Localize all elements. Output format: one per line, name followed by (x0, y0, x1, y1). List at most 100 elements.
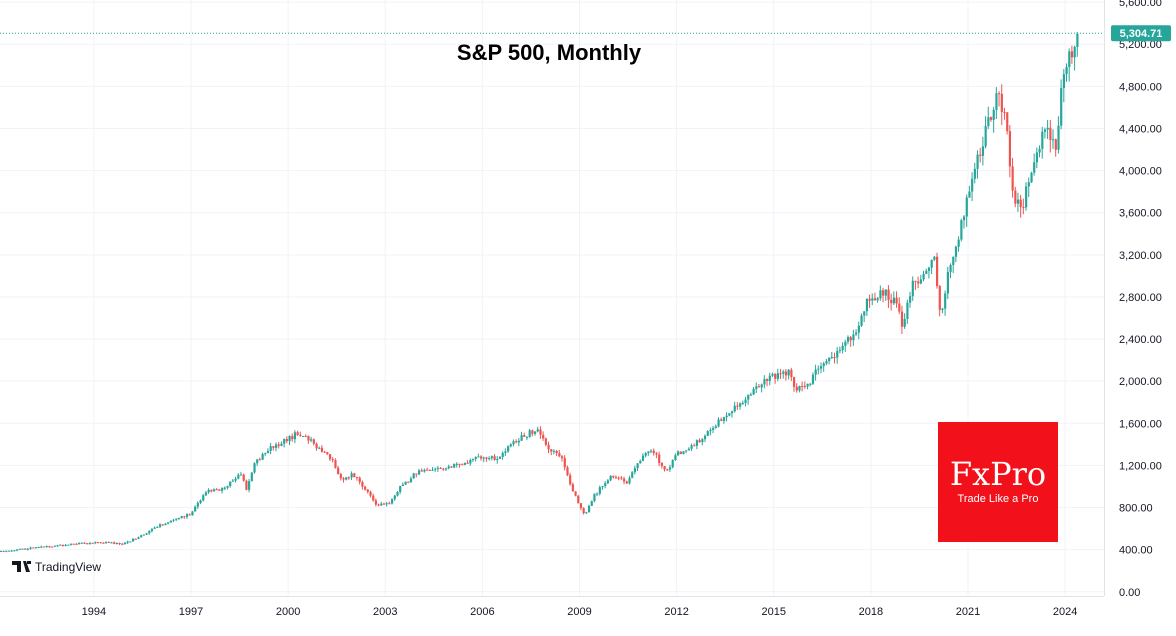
candle (455, 462, 458, 468)
candle-body (539, 429, 542, 435)
candle-body (525, 436, 529, 438)
candle (884, 289, 887, 301)
candle-body (480, 456, 483, 459)
candle-body (825, 361, 828, 364)
candle-body (1008, 131, 1012, 167)
candle-body (1052, 139, 1055, 141)
candle-body (498, 456, 502, 459)
candle (88, 542, 92, 545)
candle (1041, 126, 1044, 159)
candle-body (75, 543, 78, 545)
candle (903, 313, 906, 329)
candle (264, 452, 267, 457)
candle (148, 530, 151, 535)
candle-body (242, 474, 245, 481)
candle-body (91, 542, 94, 544)
fxpro-logo-text: FxPro (950, 455, 1046, 493)
candle-body (865, 298, 869, 312)
candle (507, 445, 510, 453)
candle (774, 372, 777, 384)
candle-body (169, 520, 172, 523)
candle-body (1035, 152, 1039, 163)
brand-watermark: FxPro Trade Like a Pro (938, 422, 1058, 542)
candle (944, 290, 947, 316)
candle-body (1076, 33, 1079, 47)
candle (428, 469, 431, 471)
candle-body (844, 341, 847, 346)
y-tick-label: 2,400.00 (1119, 334, 1162, 346)
candle-body (574, 491, 577, 496)
candle-body (709, 429, 712, 432)
candle (509, 443, 512, 448)
candle-body (819, 366, 823, 369)
candle (299, 431, 302, 437)
candle-body (935, 256, 939, 287)
candle-body (407, 481, 410, 483)
candle (110, 541, 113, 544)
candle (393, 494, 396, 501)
candle (75, 542, 78, 545)
candle (34, 547, 38, 549)
candle (971, 172, 974, 202)
candle (0, 550, 3, 552)
candle-body (94, 542, 97, 544)
candle-body (585, 512, 588, 514)
candle (83, 542, 86, 545)
candle-body (703, 435, 707, 440)
candle (67, 544, 70, 546)
candle (250, 472, 253, 482)
candle-body (1049, 127, 1052, 141)
candle-body (148, 531, 151, 534)
candle (237, 473, 240, 480)
chart-title: S&P 500, Monthly (457, 40, 642, 65)
candle-body (809, 383, 812, 385)
candle (202, 493, 205, 502)
candle-body (207, 489, 210, 493)
candle-body (442, 468, 445, 470)
candle-body (965, 197, 968, 217)
candle-body (606, 480, 610, 484)
candle-body (957, 239, 960, 247)
candle-body (113, 542, 116, 544)
candle (169, 520, 172, 523)
candle-body (393, 495, 396, 500)
candle-body (749, 394, 753, 396)
candle (1076, 31, 1079, 57)
candle (512, 439, 515, 447)
candle-body (736, 405, 739, 407)
candle-body (72, 543, 75, 545)
candle-body (226, 485, 229, 488)
candle (1054, 138, 1057, 157)
candle-body (504, 451, 507, 453)
candle (431, 467, 434, 471)
candle-body (215, 489, 218, 491)
candle-body (409, 478, 413, 483)
candle-body (53, 545, 56, 547)
candle-body (566, 467, 569, 476)
candle (925, 268, 928, 275)
candle (515, 439, 518, 444)
candle-body (873, 298, 877, 301)
candle-body (380, 503, 383, 506)
candle (523, 432, 526, 438)
candle (137, 536, 140, 540)
candle-body (577, 495, 580, 504)
candle-body (1016, 199, 1020, 204)
last-price-label: 5,304.71 (1120, 28, 1163, 40)
candle-body (296, 432, 299, 435)
candle (795, 383, 798, 393)
candle-body (110, 542, 113, 544)
candle-body (755, 386, 758, 390)
candle (666, 468, 669, 471)
candle (709, 427, 712, 436)
candle (960, 218, 963, 242)
candle-body (123, 542, 127, 545)
candle (852, 329, 855, 346)
candle (493, 454, 496, 461)
tradingview-icon (12, 561, 31, 572)
candle-body (42, 546, 46, 548)
candle-body (328, 454, 332, 460)
candle-body (175, 518, 178, 520)
candle (566, 465, 569, 477)
